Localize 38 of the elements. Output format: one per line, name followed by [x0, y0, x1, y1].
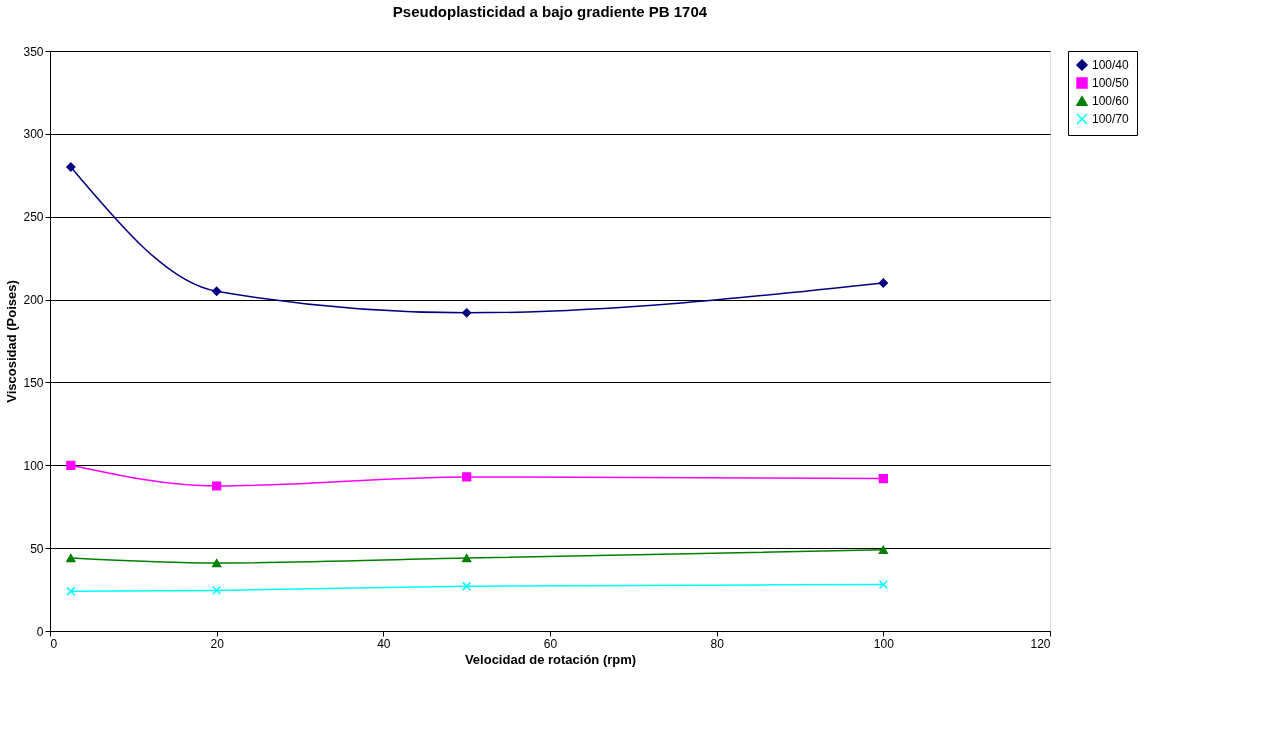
y-tick-label: 50: [30, 541, 44, 556]
y-tick-label: 250: [23, 210, 44, 225]
point: [878, 579, 888, 590]
point: [462, 472, 472, 482]
point: [878, 545, 888, 554]
point: [212, 481, 222, 491]
y-tick-label: 200: [23, 293, 44, 308]
legend-label: 100/70: [1092, 112, 1130, 126]
legend-label: 100/40: [1092, 58, 1130, 72]
point: [462, 581, 472, 591]
point: [462, 553, 472, 563]
y-tick-label: 100: [23, 458, 44, 473]
legend-label: 100/50: [1092, 76, 1130, 90]
point: [66, 586, 76, 596]
y-tick-label: 0: [36, 624, 44, 639]
point: [878, 473, 888, 484]
point: [212, 558, 222, 568]
point: [212, 286, 222, 296]
point: [66, 162, 76, 172]
x-axis-title: Velocidad de rotación (rpm): [464, 651, 637, 667]
x-tick-label: 0: [50, 636, 58, 651]
y-tick-label: 150: [23, 375, 44, 390]
x-tick-label: 40: [377, 636, 391, 651]
point: [66, 553, 76, 563]
point: [462, 308, 472, 318]
point: [212, 585, 222, 596]
x-tick-label: 80: [710, 636, 725, 651]
x-tick-label: 20: [210, 636, 225, 651]
y-tick-label: 350: [23, 44, 44, 59]
y-tick-label: 300: [23, 127, 44, 142]
y-axis-title: Viscosidad (Poises): [4, 280, 20, 403]
x-tick-label: 120: [1030, 636, 1051, 651]
point: [878, 278, 888, 288]
legend-label: 100/60: [1092, 94, 1130, 108]
point: [66, 460, 76, 470]
chart-title: Pseudoplasticidad a bajo gradiente PB 1704: [392, 3, 708, 20]
x-tick-label: 100: [873, 636, 895, 651]
x-tick-label: 60: [543, 636, 558, 651]
